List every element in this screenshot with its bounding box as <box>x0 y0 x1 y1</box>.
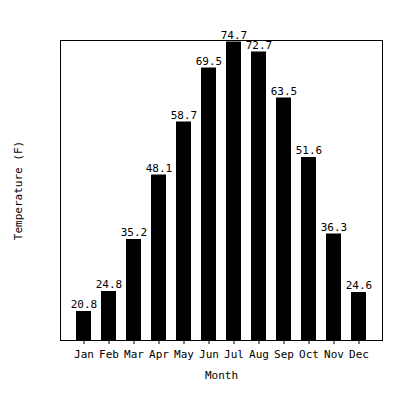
svg-text:Feb: Feb <box>99 348 119 361</box>
svg-text:20.8: 20.8 <box>71 298 98 311</box>
svg-text:Aug: Aug <box>249 348 269 361</box>
svg-text:24.8: 24.8 <box>96 278 123 291</box>
svg-text:Jul: Jul <box>224 348 244 361</box>
svg-text:36.3: 36.3 <box>321 221 348 234</box>
svg-text:Oct: Oct <box>299 348 319 361</box>
svg-text:72.7: 72.7 <box>245 38 273 52</box>
svg-text:51.6: 51.6 <box>296 144 323 157</box>
svg-text:69.5: 69.5 <box>196 55 223 68</box>
svg-text:24.6: 24.6 <box>346 279 373 292</box>
svg-text:Dec: Dec <box>349 348 369 361</box>
svg-text:35.2: 35.2 <box>121 226 148 239</box>
svg-text:Jan: Jan <box>74 348 94 361</box>
svg-text:May: May <box>174 348 194 361</box>
svg-text:Month: Month <box>205 369 238 382</box>
svg-text:Nov: Nov <box>324 348 344 361</box>
svg-text:Sep: Sep <box>274 348 294 361</box>
svg-text:48.1: 48.1 <box>146 162 173 175</box>
svg-text:Jun: Jun <box>199 348 219 361</box>
svg-text:Temperature (F): Temperature (F) <box>12 141 25 240</box>
svg-text:58.7: 58.7 <box>171 109 198 122</box>
svg-text:Apr: Apr <box>149 348 169 361</box>
svg-text:Mar: Mar <box>124 348 144 361</box>
svg-text:63.5: 63.5 <box>271 85 298 98</box>
svg-text:74.7: 74.7 <box>221 29 248 42</box>
